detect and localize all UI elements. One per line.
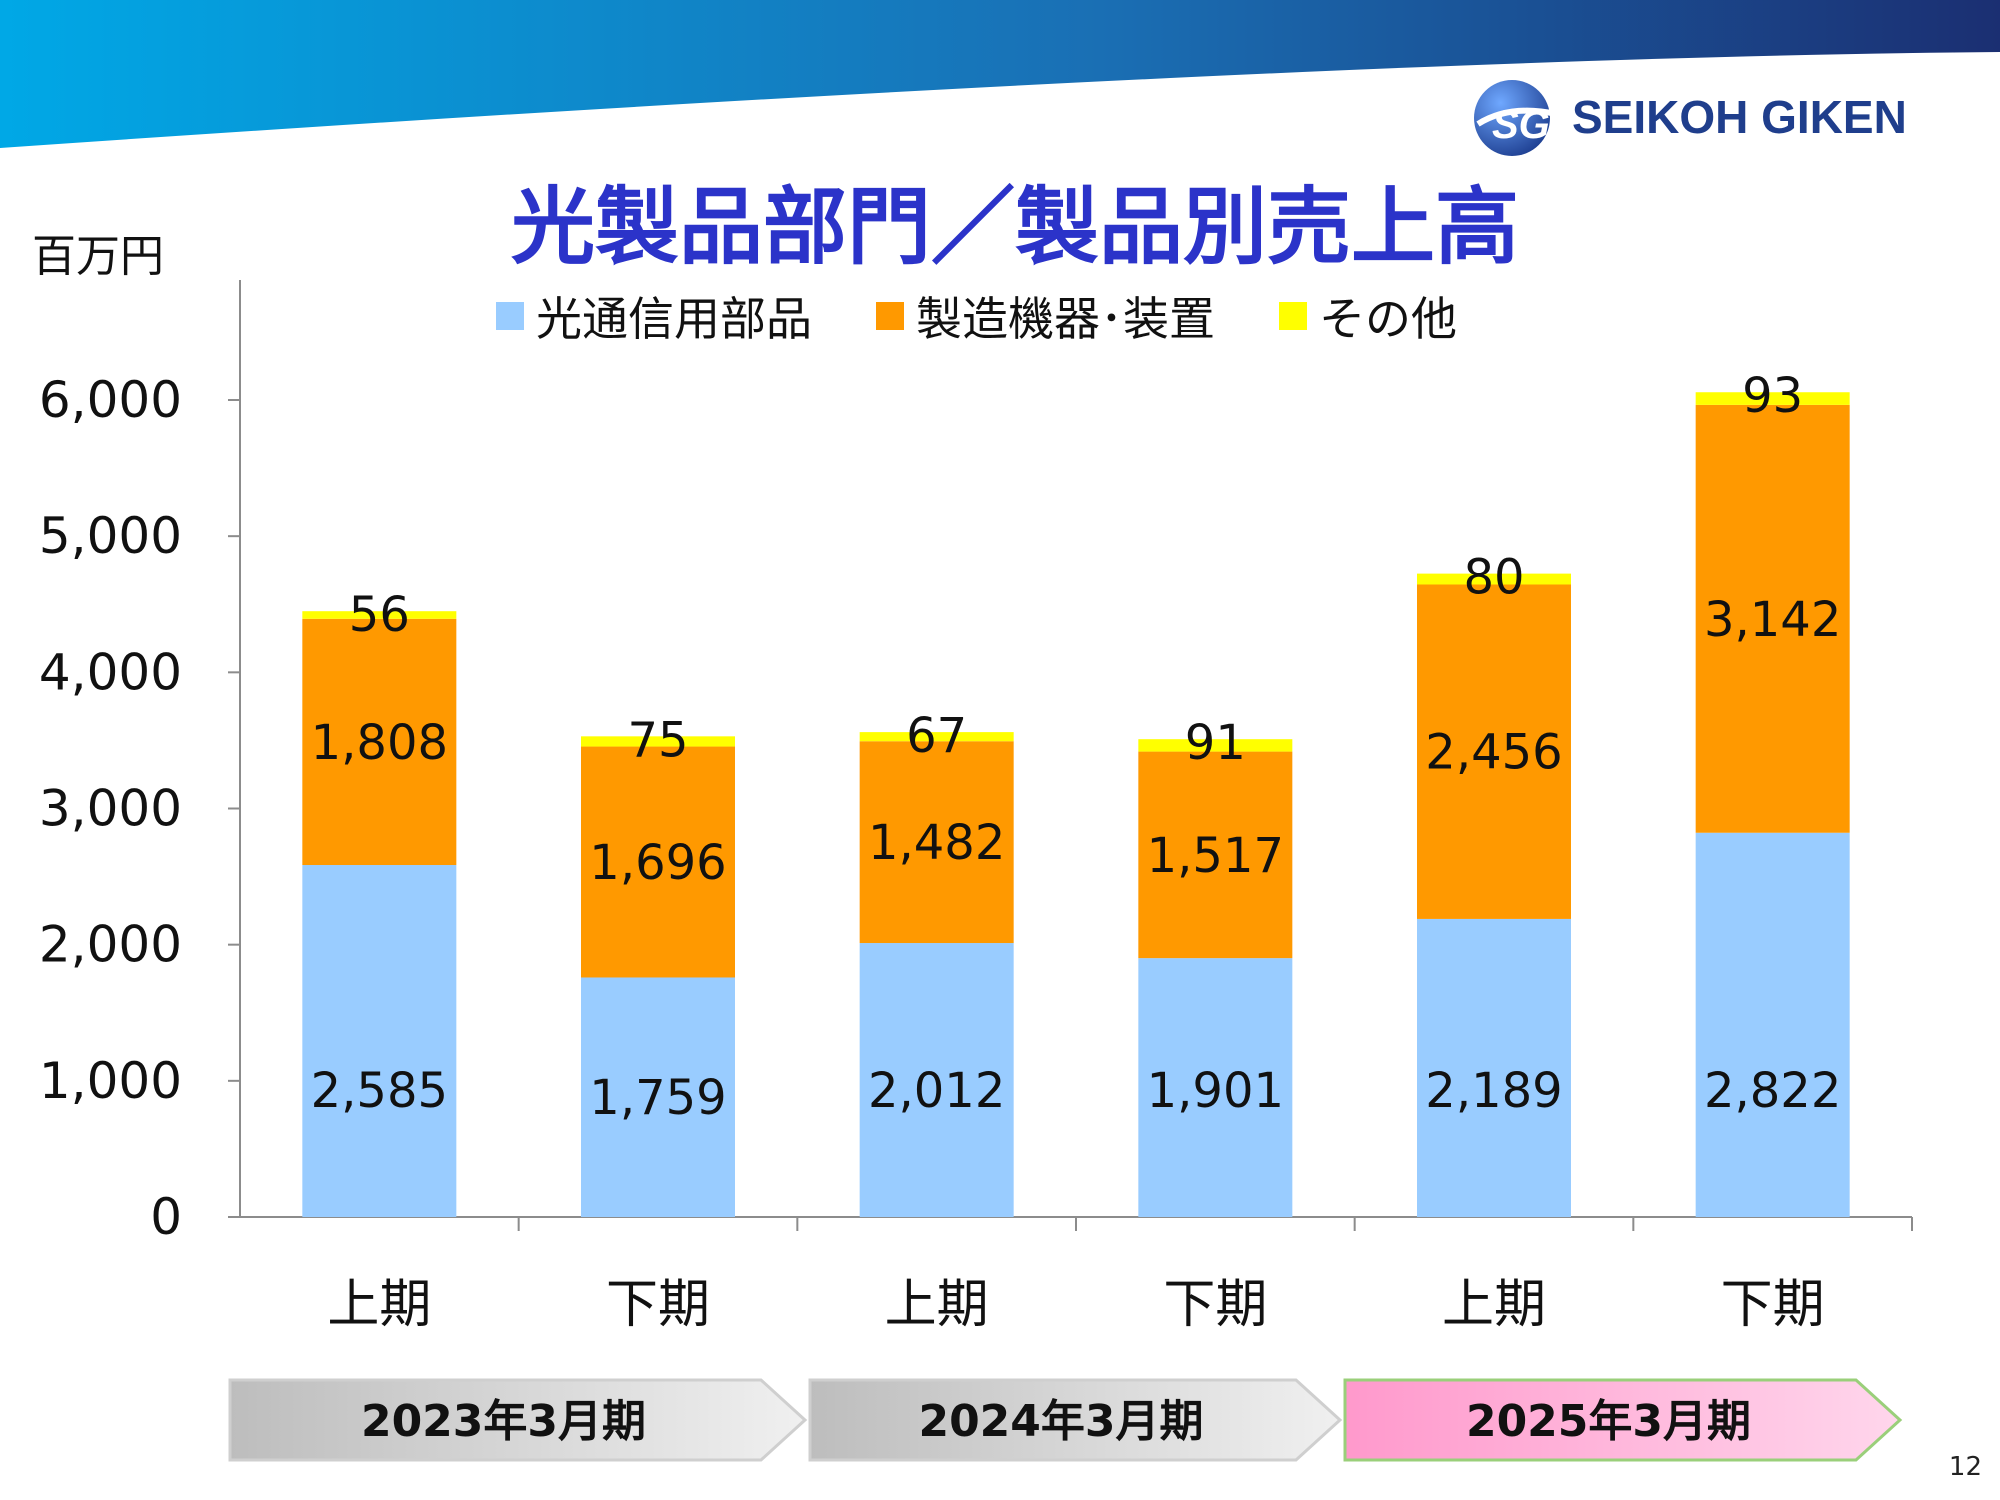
- data-label-other: 93: [1742, 368, 1803, 424]
- y-tick-label: 3,000: [39, 780, 182, 838]
- x-category-label: 下期: [1163, 1275, 1267, 1335]
- bar-segment-other: [1417, 573, 1571, 585]
- bar-segment-optical: [859, 943, 1014, 1217]
- legend-label-equipment: 製造機器･装置: [916, 292, 1215, 346]
- bar-segment-equipment: [302, 618, 457, 866]
- bar-segment-equipment: [581, 746, 735, 978]
- period-arrow: [1343, 1378, 1903, 1462]
- y-tick-label: 0: [150, 1188, 182, 1246]
- y-tick-label: 6,000: [39, 371, 182, 429]
- bar-segment-optical: [1695, 832, 1850, 1217]
- company-name: SEIKOH GIKEN: [1572, 91, 1907, 143]
- data-label-equipment: 3,142: [1704, 592, 1841, 648]
- bar-segment-optical: [1138, 958, 1293, 1217]
- data-label-optical: 2,012: [868, 1063, 1005, 1119]
- page-number: 12: [1948, 1452, 1982, 1482]
- data-label-optical: 2,822: [1704, 1063, 1841, 1119]
- data-label-equipment: 1,808: [311, 715, 448, 771]
- bar-segment-other: [1695, 392, 1850, 405]
- legend-label-optical: 光通信用部品: [536, 292, 812, 346]
- data-label-optical: 1,759: [589, 1070, 726, 1126]
- bar-segment-equipment: [1138, 751, 1293, 959]
- data-label-other: 56: [349, 587, 410, 643]
- y-tick-label: 2,000: [39, 916, 182, 974]
- period-label: 2023年3月期: [361, 1396, 646, 1447]
- bar-segment-other: [859, 732, 1014, 742]
- bar-segment-optical: [1417, 918, 1571, 1217]
- legend-swatch-other: [1279, 302, 1307, 330]
- bar-segment-other: [302, 611, 457, 619]
- x-category-label: 上期: [885, 1275, 989, 1335]
- period-arrow: [228, 1378, 808, 1462]
- y-axis-unit-label: 百万円: [32, 231, 164, 282]
- legend-item-equipment: 製造機器･装置: [876, 283, 1215, 349]
- x-category-label: 上期: [1442, 1275, 1546, 1335]
- y-tick-label: 4,000: [39, 643, 182, 701]
- page-title: 光製品部門／製品別売上高: [510, 178, 1519, 276]
- legend-swatch-optical: [496, 302, 524, 330]
- data-label-equipment: 1,482: [868, 815, 1005, 871]
- data-label-other: 75: [627, 712, 688, 768]
- y-tick-label: 1,000: [39, 1052, 182, 1110]
- y-tick-label: 5,000: [39, 507, 182, 565]
- bar-segment-equipment: [1417, 584, 1571, 919]
- legend-swatch-equipment: [876, 302, 904, 330]
- data-label-other: 67: [906, 708, 967, 764]
- bar-segment-other: [581, 736, 735, 747]
- data-label-other: 91: [1185, 715, 1246, 771]
- x-category-label: 下期: [1721, 1275, 1825, 1335]
- bar-segment-equipment: [1695, 404, 1850, 833]
- bar-segment-optical: [302, 865, 457, 1217]
- legend-label-other: その他: [1319, 292, 1457, 346]
- x-category-label: 下期: [606, 1275, 710, 1335]
- legend-item-other: その他: [1279, 283, 1457, 349]
- data-label-equipment: 1,696: [589, 835, 726, 891]
- period-arrow: [808, 1378, 1343, 1462]
- bar-segment-equipment: [859, 741, 1014, 944]
- data-label-optical: 1,901: [1147, 1063, 1284, 1119]
- data-label-equipment: 1,517: [1147, 828, 1284, 884]
- logo-mark: SG: [1492, 103, 1550, 147]
- bar-segment-optical: [581, 977, 735, 1217]
- data-label-optical: 2,189: [1425, 1063, 1562, 1119]
- data-label-optical: 2,585: [311, 1063, 448, 1119]
- company-logo-icon: SG: [1474, 80, 1557, 156]
- bar-segment-other: [1138, 739, 1293, 752]
- data-label-other: 80: [1463, 550, 1524, 606]
- legend-item-optical: 光通信用部品: [496, 283, 812, 349]
- x-category-label: 上期: [327, 1275, 431, 1335]
- period-label: 2025年3月期: [1466, 1396, 1751, 1447]
- data-label-equipment: 2,456: [1425, 725, 1562, 781]
- header-banner: [0, 0, 2000, 148]
- period-label: 2024年3月期: [918, 1396, 1203, 1447]
- chart-legend: 光通信用部品 製造機器･装置 その他: [496, 286, 1521, 346]
